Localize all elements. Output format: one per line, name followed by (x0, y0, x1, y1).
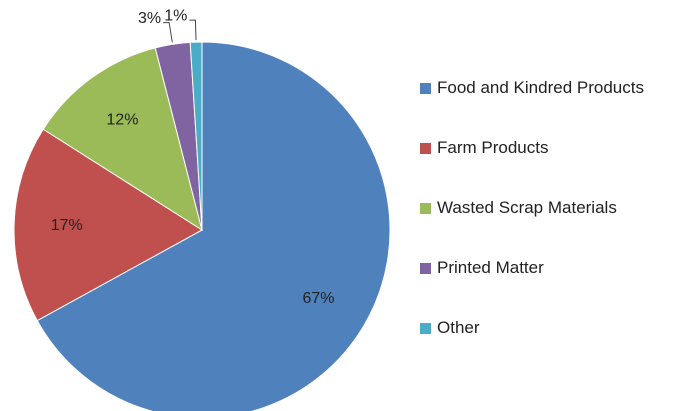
legend-swatch (420, 143, 431, 154)
legend-label: Other (437, 318, 480, 337)
legend-swatch (420, 203, 431, 214)
pie-slice (13, 128, 203, 322)
data-label: 12% (106, 112, 138, 129)
legend-item: Printed Matter (420, 256, 544, 280)
leader-line (189, 19, 197, 41)
pie-slice (42, 47, 203, 232)
data-label: 3% (138, 10, 161, 27)
legend-label: Wasted Scrap Materials (437, 198, 617, 217)
legend-item: Farm Products (420, 136, 548, 160)
legend-item: Food and Kindred Products (420, 76, 644, 100)
legend-label: Farm Products (437, 138, 549, 157)
legend-label: Food and Kindred Products (437, 78, 644, 97)
legend-item: Other (420, 316, 480, 340)
pie-slice (189, 41, 203, 231)
legend-swatch (420, 263, 431, 274)
leader-line (163, 22, 173, 43)
data-label: 1% (164, 7, 187, 24)
legend-swatch (420, 83, 431, 94)
data-label: 67% (302, 290, 334, 307)
legend-swatch (420, 323, 431, 334)
pie-slice (36, 41, 391, 411)
legend-label: Printed Matter (437, 258, 544, 277)
legend-item: Wasted Scrap Materials (420, 196, 617, 220)
data-label: 17% (51, 217, 83, 234)
